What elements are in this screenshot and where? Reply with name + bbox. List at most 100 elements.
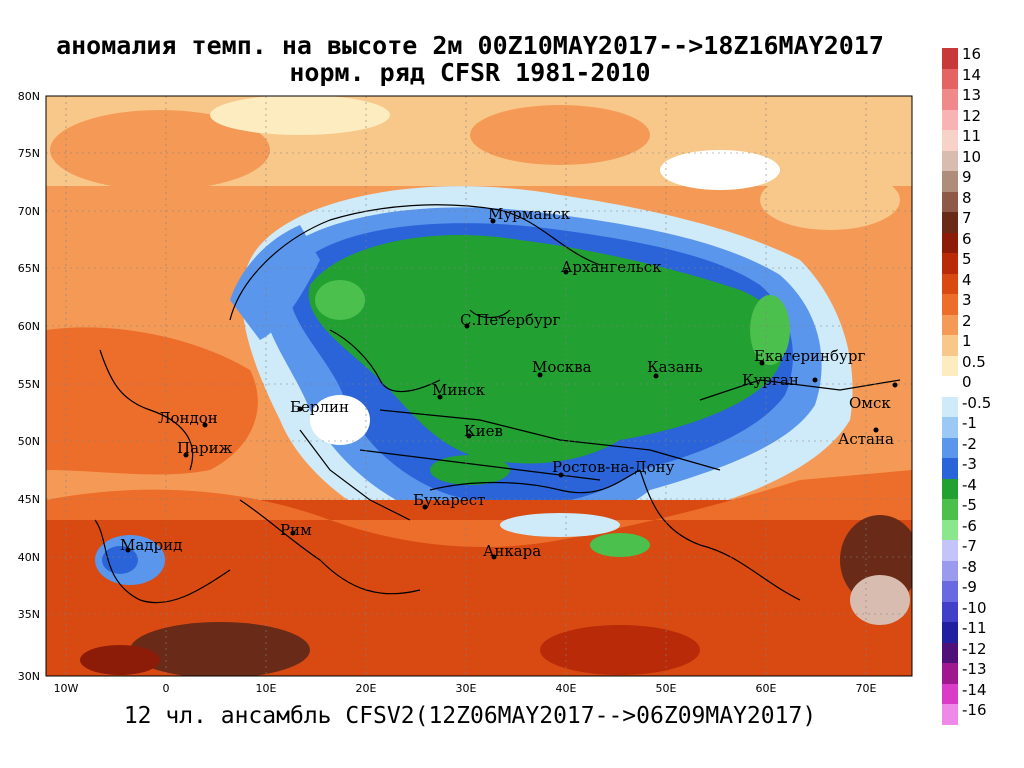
legend-swatch	[942, 253, 958, 274]
city-dot	[422, 504, 428, 510]
legend-swatch	[942, 171, 958, 192]
legend-swatch	[942, 540, 958, 561]
legend-swatch	[942, 478, 958, 500]
legend-label: 13	[962, 86, 982, 104]
legend-label: -1	[962, 414, 977, 432]
legend-swatch	[942, 458, 958, 479]
legend-label: -7	[962, 537, 977, 555]
legend-label: 4	[962, 270, 972, 289]
legend-label: -0.5	[962, 393, 992, 412]
city-dot	[653, 373, 659, 379]
legend-swatch	[942, 437, 958, 459]
graticule	[46, 96, 912, 676]
city-label-kyiv: Киев	[464, 422, 503, 440]
city-label-london: Лондон	[158, 409, 218, 427]
legend-label: 1	[962, 332, 972, 350]
lat-label: 70N	[18, 205, 40, 218]
lon-label: 50E	[656, 682, 677, 695]
legend-label: -10	[962, 598, 987, 617]
legend-swatch	[942, 294, 958, 315]
legend-label: 5	[962, 250, 972, 268]
lon-label: 0	[163, 682, 170, 695]
lat-label: 35N	[18, 608, 40, 621]
lat-label: 40N	[18, 551, 40, 564]
city-dot	[183, 452, 189, 458]
city-dot	[812, 377, 818, 383]
city-dot	[297, 406, 303, 412]
lon-label: 10E	[256, 682, 277, 695]
city-label-astana: Астана	[838, 430, 894, 448]
legend-label: -6	[962, 516, 977, 535]
lon-label: 10W	[54, 682, 79, 695]
legend-swatch	[942, 68, 958, 90]
legend-swatch	[942, 212, 958, 233]
legend-swatch	[942, 335, 958, 356]
legend-label: -14	[962, 680, 987, 699]
legend-swatch	[942, 109, 958, 131]
legend-label: 10	[962, 147, 982, 166]
legend-swatch	[942, 519, 958, 541]
city-label-spb: С.Петербург	[460, 311, 560, 329]
city-dot	[202, 422, 208, 428]
city-dot	[466, 433, 472, 439]
city-dot	[437, 394, 443, 400]
legend-swatch	[942, 601, 958, 623]
lat-label: 65N	[18, 262, 40, 275]
legend-label: 14	[962, 65, 982, 84]
legend-swatch	[942, 704, 958, 725]
legend-label: 0	[962, 373, 972, 391]
lon-label: 70E	[856, 682, 877, 695]
city-label-kazan: Казань	[647, 358, 703, 376]
legend-label: -4	[962, 475, 977, 494]
legend-label: -8	[962, 557, 977, 576]
city-dot	[892, 382, 898, 388]
lon-label: 60E	[756, 682, 777, 695]
legend-swatch	[942, 642, 958, 664]
city-label-kurgan: Курган	[742, 371, 799, 389]
legend-swatch	[942, 232, 958, 254]
legend-swatch	[942, 499, 958, 520]
legend-swatch	[942, 417, 958, 438]
legend-swatch	[942, 663, 958, 684]
legend-label: -16	[962, 701, 987, 719]
city-dot	[558, 472, 564, 478]
legend-swatch	[942, 376, 958, 397]
city-label-arkhangelsk: Архангельск	[561, 258, 662, 276]
city-label-ekaterinburg: Екатеринбург	[754, 347, 865, 365]
legend-label: -3	[962, 455, 977, 473]
legend-label: 7	[962, 209, 972, 227]
city-label-rome: Рим	[280, 521, 312, 539]
legend-swatch	[942, 89, 958, 110]
lat-label: 30N	[18, 670, 40, 683]
lon-label: 40E	[556, 682, 577, 695]
color-legend: 16 14 13 12 11 10 9 8 7 6 5 4 3 2 1 0.5 0 -0.5 -1 -2 -3 -4 -5 -…	[940, 45, 1024, 725]
city-dot	[491, 554, 497, 560]
legend-label: -11	[962, 619, 987, 637]
city-markers: Мурманск Архангельск С.Петербург Москва …	[120, 205, 898, 560]
legend-label: 6	[962, 229, 972, 248]
legend-swatch	[942, 581, 958, 602]
lat-label: 80N	[18, 90, 40, 103]
legend-label: -5	[962, 496, 977, 514]
lat-label: 60N	[18, 320, 40, 333]
city-label-omsk: Омск	[849, 394, 891, 412]
map-title: аномалия темп. на высоте 2м 00Z10MAY2017…	[56, 31, 884, 60]
legend-swatch	[942, 683, 958, 705]
city-label-moscow: Москва	[532, 358, 592, 376]
legend-label: 3	[962, 291, 972, 309]
lon-label: 30E	[456, 682, 477, 695]
legend-swatch	[942, 48, 958, 69]
city-label-madrid: Мадрид	[120, 536, 182, 554]
legend-swatch	[942, 622, 958, 643]
lat-label: 75N	[18, 147, 40, 160]
longitude-labels: 10W 0 10E 20E 30E 40E 50E 60E 70E	[54, 682, 877, 695]
legend-label: 0.5	[962, 352, 986, 371]
map-subtitle: норм. ряд CFSR 1981-2010	[289, 58, 651, 87]
legend-swatch	[942, 150, 958, 172]
city-dot	[759, 360, 765, 366]
city-dot	[490, 218, 496, 224]
legend-label: -2	[962, 434, 977, 453]
anomaly-map: 80N 75N 70N 65N 60N 55N 50N 45N 40N 35N …	[18, 90, 913, 695]
city-label-ankara: Анкара	[483, 542, 541, 560]
legend-label: 16	[962, 45, 982, 63]
